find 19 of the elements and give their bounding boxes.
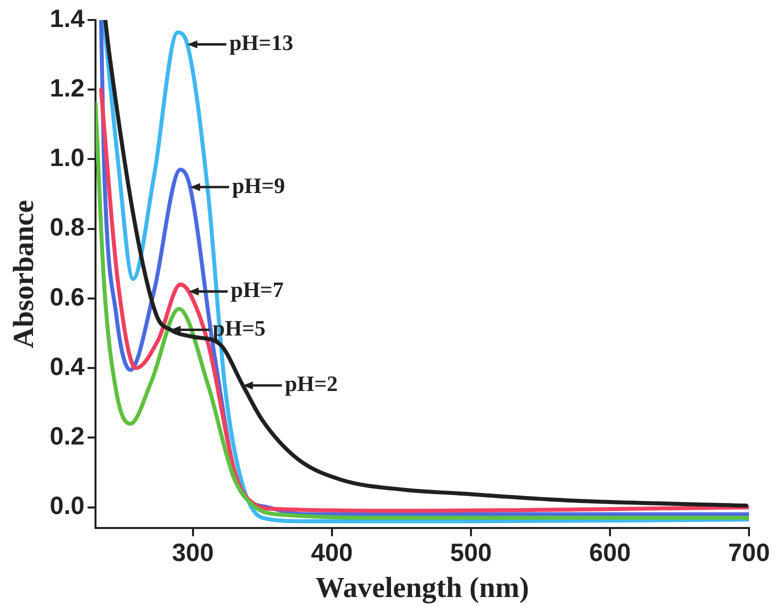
y-tick-label: 1.4	[50, 4, 85, 33]
x-tick-label: 400	[311, 539, 353, 568]
x-tick-label: 500	[450, 539, 492, 568]
y-tick-label: 0.0	[50, 492, 85, 520]
y-tick-label: 0.6	[50, 283, 85, 312]
y-tick-label: 0.2	[50, 422, 85, 451]
y-tick-label: 0.4	[50, 352, 85, 381]
y-tick-label: 0.8	[50, 214, 85, 242]
annotation: pH=9	[232, 172, 285, 198]
x-tick-label: 600	[589, 539, 631, 568]
annotation: pH=7	[230, 277, 284, 302]
y-tick-label: 1.0	[50, 144, 85, 172]
x-tick-label: 300	[172, 539, 214, 568]
x-tick-label: 700	[728, 539, 770, 568]
annotation: pH=2	[284, 371, 338, 396]
x-axis-title: Wavelength (nm)	[316, 572, 530, 604]
annotation: pH=13	[229, 30, 294, 56]
y-tick-label: 1.2	[50, 74, 85, 103]
y-axis-title: Absorbance	[8, 200, 40, 348]
